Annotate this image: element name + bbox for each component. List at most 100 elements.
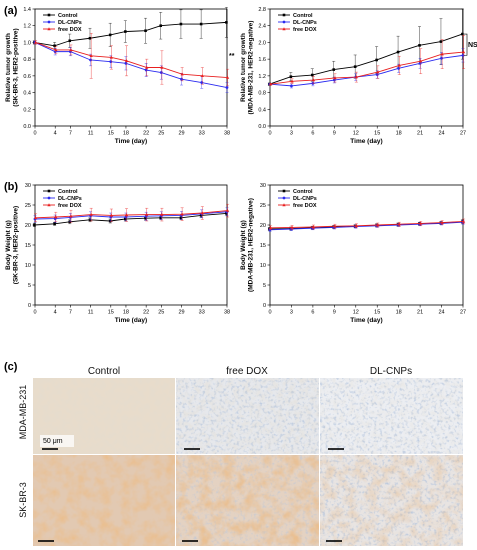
data-point [180, 212, 184, 216]
series-free-dox [269, 35, 466, 86]
y-tick-label: 1.2 [258, 74, 266, 80]
data-point [124, 217, 127, 221]
legend-marker [47, 27, 51, 31]
y-tick-label: 1.0 [23, 40, 31, 46]
data-point [145, 65, 149, 69]
micrograph-mda-free-dox [176, 378, 319, 454]
y-tick-label: 5 [263, 283, 266, 289]
series-line [35, 42, 228, 78]
data-point [109, 213, 113, 217]
x-tick-label: 0 [33, 131, 36, 137]
x-tick-label: 33 [199, 131, 205, 137]
series-dl-cnps [33, 207, 229, 223]
y-tick-label: 25 [25, 203, 31, 209]
significance-label: ** [229, 53, 235, 60]
series-line [269, 54, 464, 87]
x-tick-label: 11 [88, 310, 94, 316]
legend-label: Control [58, 189, 78, 195]
data-point [144, 68, 148, 72]
data-point [124, 30, 127, 33]
x-tick-label: 7 [69, 310, 72, 316]
data-point [269, 226, 273, 229]
legend-marker [282, 196, 286, 200]
y-tick-label: 25 [260, 203, 266, 209]
legend-marker [47, 196, 51, 200]
legend-marker [282, 20, 286, 24]
legend-marker [282, 13, 286, 17]
y-tick-label: 2.8 [258, 7, 266, 13]
legend-marker [47, 189, 51, 193]
panel-label-c: (c) [4, 361, 18, 373]
data-point [144, 29, 147, 33]
data-point [332, 68, 336, 71]
data-point [200, 74, 204, 78]
plot-frame [34, 8, 228, 127]
data-point [396, 50, 400, 54]
data-point [225, 212, 228, 215]
data-point [462, 219, 466, 223]
x-tick-label: 0 [33, 310, 36, 316]
plot-frame [269, 8, 464, 127]
y-tick-label: 2.0 [258, 40, 266, 46]
data-point [54, 48, 58, 52]
column-title-control: Control [88, 366, 120, 377]
column-title-free-dox: free DOX [226, 366, 268, 377]
x-tick-label: 9 [333, 310, 336, 316]
x-tick-label: 29 [178, 310, 184, 316]
y-tick-label: 0.0 [23, 124, 31, 130]
y-tick-label: 0.8 [258, 91, 266, 97]
x-tick-label: 18 [396, 310, 402, 316]
micrograph-sk-dl-cnps [320, 455, 463, 546]
data-point [109, 55, 113, 59]
legend-marker [282, 189, 286, 193]
data-point [290, 225, 294, 229]
y-tick-label: 10 [260, 263, 266, 269]
data-point [226, 75, 230, 79]
series-dl-cnps [268, 48, 465, 89]
data-point [33, 223, 36, 227]
x-tick-label: 15 [374, 310, 380, 316]
y-tick-label: 5 [28, 283, 31, 289]
data-point [354, 75, 358, 79]
micrograph-sk-control [33, 455, 175, 546]
x-tick-label: 9 [333, 131, 336, 137]
data-point [375, 73, 379, 77]
data-point [440, 56, 443, 60]
panel-label-b: (b) [4, 181, 18, 193]
x-axis-label: Time (day) [115, 138, 147, 145]
data-point [440, 52, 444, 56]
data-point [200, 211, 204, 215]
data-point [179, 22, 183, 26]
legend-label: free DOX [293, 27, 317, 33]
y-tick-label: 0.2 [23, 107, 31, 113]
row-title-mda-mb-231: MDA-MB-231 [18, 385, 28, 440]
legend-label: DL-CNPs [293, 196, 317, 202]
data-point [376, 223, 380, 227]
x-tick-label: 38 [224, 310, 230, 316]
column-title-dl-cnps: DL-CNPs [370, 366, 412, 377]
legend-marker [47, 203, 51, 207]
data-point [375, 58, 378, 62]
x-tick-label: 4 [54, 310, 57, 316]
x-tick-label: 6 [311, 310, 314, 316]
data-point [310, 73, 314, 77]
x-tick-label: 27 [460, 310, 466, 316]
series-free-dox [34, 32, 230, 87]
scale-bar-label: 50 μm [43, 438, 63, 445]
y-axis-label: Relative tumor growth(MDA-MB-231, HER2-n… [240, 21, 255, 115]
data-point [419, 59, 423, 63]
legend-marker [282, 27, 286, 31]
x-tick-label: 21 [417, 131, 423, 137]
y-tick-label: 0.0 [258, 124, 266, 130]
x-tick-label: 3 [290, 131, 293, 137]
data-point [462, 50, 466, 54]
data-point [225, 86, 229, 89]
legend-label: free DOX [58, 203, 82, 209]
data-point [226, 208, 230, 212]
row-title-sk-br-3: SK-BR-3 [18, 482, 28, 518]
x-tick-label: 24 [438, 131, 444, 137]
y-axis-label: Relative tumor growth(SK-BR-3, HER2-posi… [5, 28, 20, 106]
chart-body-weight-skbr3: 0 4 7 11 15 18 22 25 29 33 38 0 5 10 15 20 25 30 Time (day… [5, 183, 230, 324]
data-point [311, 225, 316, 229]
